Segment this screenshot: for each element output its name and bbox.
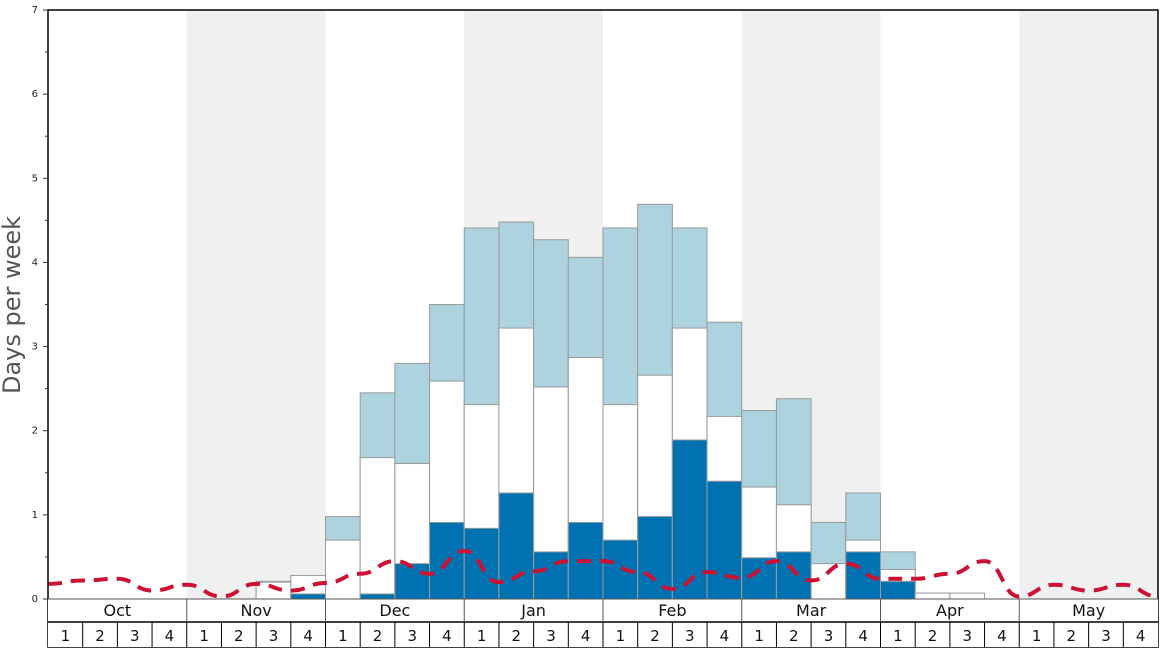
bar-dark-18 [637, 516, 673, 600]
y-tick-label: 4 [32, 257, 38, 268]
month-label-jan: Jan [520, 601, 546, 620]
month-band-nov [186, 10, 326, 599]
week-label: 4 [442, 627, 452, 645]
week-label: 1 [338, 627, 348, 645]
bar-dark-8 [290, 593, 326, 600]
week-label: 2 [1067, 627, 1077, 645]
week-label: 2 [234, 627, 244, 645]
month-label-dec: Dec [379, 601, 410, 620]
bar-dark-25 [880, 580, 916, 600]
y-tick-label: 1 [32, 510, 38, 521]
week-label: 3 [685, 627, 695, 645]
y-axis-label: Days per week [0, 216, 26, 394]
week-label: 3 [824, 627, 834, 645]
week-label: 1 [616, 627, 626, 645]
month-label-mar: Mar [796, 601, 827, 620]
week-label: 3 [1101, 627, 1111, 645]
week-label: 1 [893, 627, 903, 645]
week-label: 1 [477, 627, 487, 645]
week-label: 3 [962, 627, 972, 645]
month-label-oct: Oct [104, 601, 132, 620]
week-label: 1 [754, 627, 764, 645]
week-label: 2 [650, 627, 660, 645]
month-label-nov: Nov [241, 601, 272, 620]
bar-dark-17 [602, 539, 639, 600]
month-label-feb: Feb [658, 601, 686, 620]
bar-dark-24 [845, 551, 881, 600]
week-label: 3 [130, 627, 140, 645]
dashed-line-layer [47, 549, 1159, 599]
week-label: 1 [1032, 627, 1042, 645]
bar-dark-19 [671, 439, 708, 600]
y-tick-label: 3 [32, 342, 38, 353]
y-tick-label: 6 [32, 89, 38, 100]
week-label: 4 [303, 627, 313, 645]
week-label: 2 [512, 627, 522, 645]
week-label: 4 [165, 627, 175, 645]
bar-dark-21 [741, 557, 777, 600]
bar-white-27 [949, 592, 986, 600]
bar-white-10 [359, 457, 396, 600]
week-label: 2 [928, 627, 938, 645]
bar-dark-14 [498, 492, 535, 600]
week-label: 2 [373, 627, 383, 645]
bar-dark-11 [394, 563, 431, 600]
week-label: 4 [581, 627, 591, 645]
y-axis: 0 1 2 3 4 5 6 7 [32, 5, 48, 605]
x-axis: Oct 1 2 3 4 Nov 1 2 3 4 Dec 1 2 3 4 Jan 1 2 3 4 Feb 1 2 3 4 Mar 1 2… [48, 598, 1158, 647]
week-label: 4 [720, 627, 730, 645]
week-label: 2 [95, 627, 105, 645]
month-label-may: May [1072, 601, 1105, 620]
y-tick-label: 7 [32, 5, 38, 16]
bar-dark-10 [359, 593, 396, 600]
week-label: 1 [61, 627, 71, 645]
week-label: 3 [546, 627, 556, 645]
week-label: 4 [858, 627, 868, 645]
week-label: 3 [407, 627, 417, 645]
dashed-line [47, 549, 1159, 599]
week-label: 2 [789, 627, 799, 645]
bar-white-7 [255, 581, 292, 600]
y-tick-label: 2 [32, 426, 38, 437]
week-label: 3 [269, 627, 279, 645]
y-tick-label: 0 [32, 594, 38, 605]
week-label: 1 [199, 627, 209, 645]
bar-white-9 [325, 539, 361, 600]
bar-white-26 [914, 592, 951, 600]
bar-dark-20 [706, 480, 743, 600]
bars [255, 203, 986, 600]
month-band-may [1019, 10, 1158, 599]
bar-dark-15 [533, 551, 569, 600]
week-label: 4 [1136, 627, 1146, 645]
bar-dark-22 [775, 551, 812, 600]
month-label-apr: Apr [936, 601, 964, 620]
week-label: 4 [997, 627, 1007, 645]
y-tick-label: 5 [32, 173, 38, 184]
